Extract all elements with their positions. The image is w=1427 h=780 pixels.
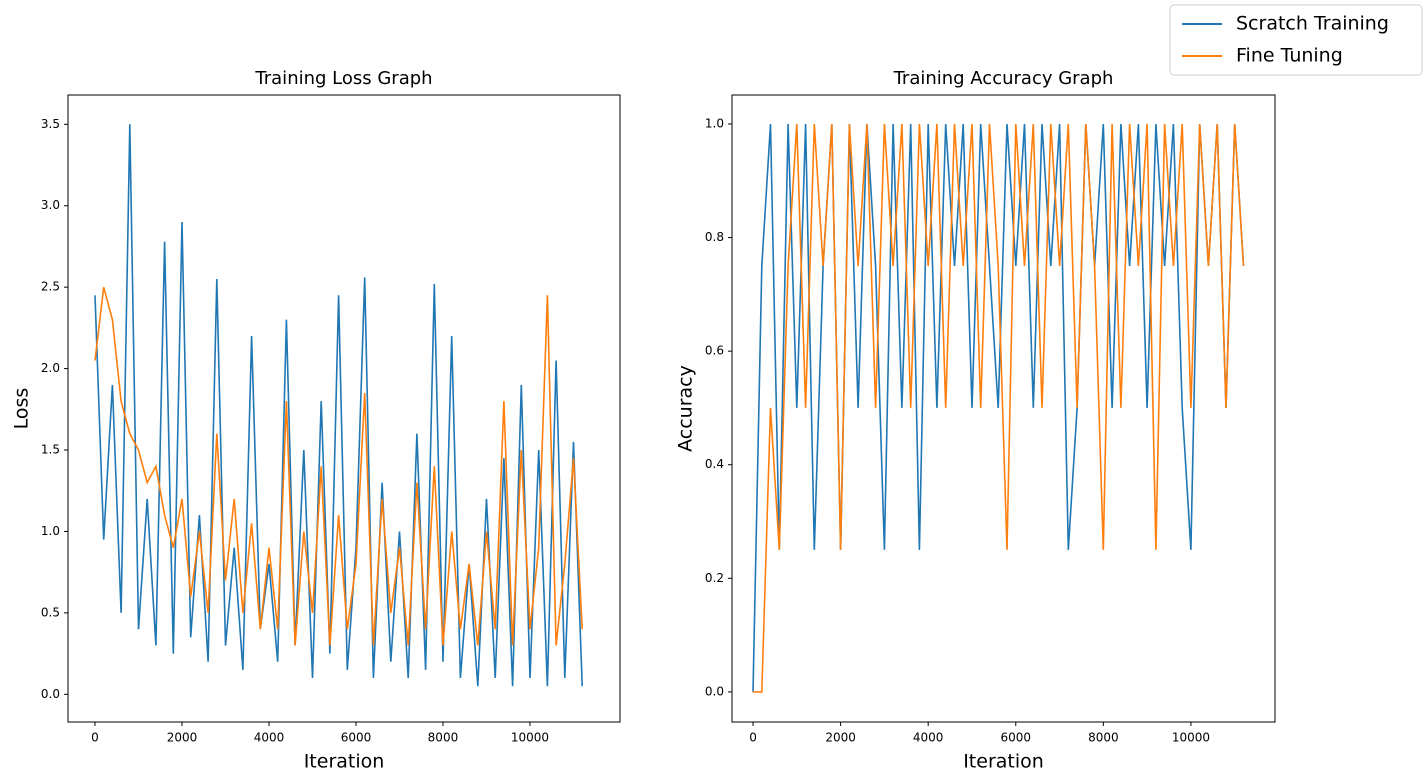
axes-frame	[731, 94, 1276, 723]
x-axis-label: Iteration	[304, 751, 385, 773]
x-tick-label: 8000	[428, 731, 459, 745]
x-tick-label: 0	[91, 731, 99, 745]
y-tick-label: 2.0	[41, 361, 60, 375]
y-tick-label: 0.0	[41, 687, 60, 701]
chart-title: Training Accuracy Graph	[893, 68, 1114, 89]
legend-label: Fine Tuning	[1236, 45, 1343, 67]
y-tick-label: 2.5	[41, 280, 60, 294]
y-tick-label: 0.2	[705, 571, 724, 585]
y-tick-label: 3.5	[41, 117, 60, 131]
x-tick-label: 2000	[167, 731, 198, 745]
data-line	[94, 286, 583, 646]
x-tick-label: 10000	[511, 731, 549, 745]
data-line	[753, 123, 1245, 693]
y-tick-label: 0.8	[705, 230, 724, 244]
plot-area	[94, 124, 583, 687]
x-tick-label: 6000	[1000, 731, 1031, 745]
y-tick-label: 1.0	[705, 116, 724, 130]
y-tick-label: 0.0	[705, 684, 724, 698]
plot-area	[752, 123, 1245, 693]
x-tick-label: 0	[749, 731, 757, 745]
y-axis-label: Accuracy	[675, 365, 697, 452]
x-tick-label: 10000	[1172, 731, 1210, 745]
x-axis-label: Iteration	[963, 751, 1044, 773]
legend-label: Scratch Training	[1236, 13, 1389, 35]
x-tick-label: 6000	[341, 731, 372, 745]
x-tick-label: 4000	[254, 731, 285, 745]
x-tick-label: 2000	[825, 731, 856, 745]
x-tick-label: 4000	[913, 731, 944, 745]
data-line	[94, 124, 583, 687]
y-tick-label: 1.0	[41, 524, 60, 538]
legend-box	[1169, 4, 1423, 76]
x-tick-label: 8000	[1088, 731, 1119, 745]
y-tick-label: 3.0	[41, 198, 60, 212]
y-tick-label: 1.5	[41, 443, 60, 457]
chart-title: Training Loss Graph	[254, 68, 432, 89]
y-axis-label: Loss	[11, 388, 33, 430]
axes-frame	[67, 94, 621, 723]
y-tick-label: 0.6	[705, 344, 724, 358]
y-tick-label: 0.4	[705, 457, 724, 471]
y-tick-label: 0.5	[41, 605, 60, 619]
